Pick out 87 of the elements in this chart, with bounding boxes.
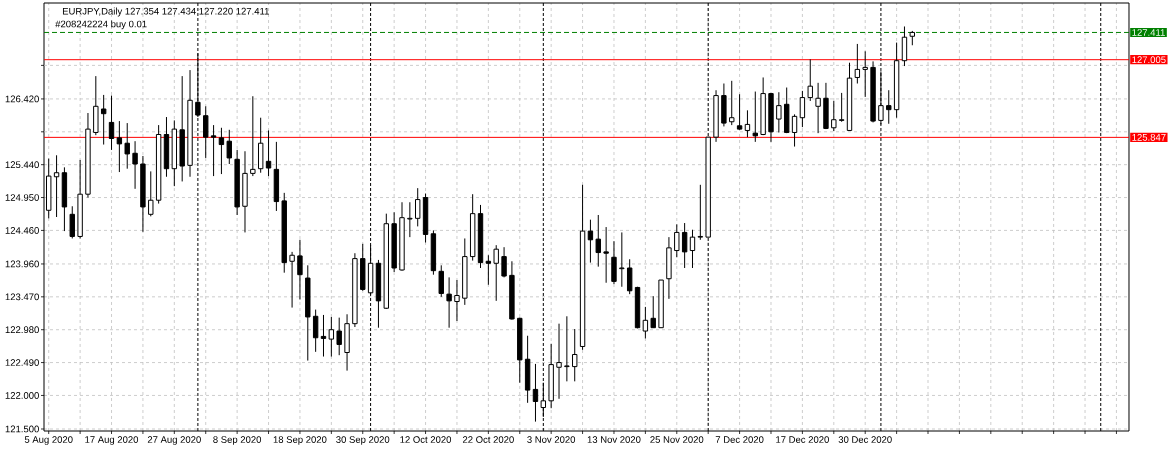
candlestick [642, 306, 649, 339]
candlestick [124, 122, 130, 170]
candlestick [791, 113, 798, 148]
candlestick [854, 43, 861, 84]
ref-line-label: 125.847 [1132, 134, 1166, 141]
candlestick [619, 231, 625, 288]
candlestick [407, 201, 413, 238]
candlestick [100, 94, 107, 146]
y-tick-label: 124.460 [5, 227, 39, 234]
candlestick [108, 95, 115, 151]
candlestick [603, 226, 609, 284]
candlestick [297, 239, 303, 301]
candlestick [250, 95, 256, 177]
candlestick [69, 205, 75, 239]
x-tick-label: 17 Dec 2020 [776, 436, 829, 443]
annotation: #208242224 buy 0.01 [55, 20, 147, 30]
candlestick [838, 92, 845, 123]
x-tick-label: 25 Nov 2020 [650, 436, 704, 443]
candlestick [328, 316, 335, 358]
candlestick [203, 105, 209, 159]
x-tick-label: 5 Aug 2020 [24, 436, 73, 445]
candlestick [415, 187, 421, 227]
x-tick-label: 22 Oct 2020 [462, 436, 514, 443]
candlestick [132, 140, 138, 190]
candlestick [572, 328, 578, 382]
candlestick [556, 323, 562, 400]
candlestick [831, 100, 837, 132]
candlestick [595, 214, 601, 268]
y-tick-label: 126.420 [5, 95, 39, 103]
x-tick-label: 13 Nov 2020 [587, 436, 641, 443]
x-tick-label: 12 Oct 2020 [400, 436, 452, 443]
candlestick [218, 127, 225, 175]
candlestick [148, 170, 154, 217]
x-tick-label: 17 Aug 2020 [85, 436, 139, 445]
candlestick [674, 223, 680, 258]
candlestick [736, 93, 743, 131]
candlestick [265, 129, 272, 177]
candlestick [454, 279, 460, 322]
candlestick [689, 229, 696, 269]
y-tick-label: 122.490 [5, 359, 39, 366]
candlestick [320, 314, 327, 358]
chart-title: EURJPY,Daily 127.354 127.434 127.220 127.411 [62, 7, 269, 17]
candlestick [776, 91, 782, 133]
candlestick [587, 219, 594, 264]
x-tick-label: 3 Nov 2020 [527, 436, 576, 443]
candlestick [336, 317, 342, 356]
x-tick-label: 8 Sep 2020 [213, 436, 262, 445]
candlestick [210, 124, 217, 177]
candlestick [862, 50, 868, 98]
candlestick [564, 315, 570, 382]
x-tick-label: 30 Dec 2020 [838, 436, 892, 443]
candlestick [799, 90, 806, 128]
candlestick [886, 89, 892, 125]
candlestick [650, 295, 656, 329]
x-tick-label: 30 Sep 2020 [336, 436, 390, 445]
candlestick [807, 58, 813, 102]
candlestick [53, 154, 60, 218]
candlestick [446, 276, 452, 329]
candlestick [501, 246, 507, 278]
candlestick [289, 251, 295, 309]
candlestick [901, 25, 908, 67]
candlestick [681, 222, 688, 269]
y-tick-label: 122.000 [5, 392, 39, 399]
candlestick [697, 184, 704, 241]
candlestick [815, 82, 821, 134]
candlestick [744, 109, 751, 138]
ref-line-label: 127.005 [1132, 56, 1166, 64]
candlestick [312, 309, 319, 353]
x-tick-label: 7 Dec 2020 [715, 436, 764, 443]
candlestick [752, 91, 758, 143]
y-tick-label: 125.440 [5, 161, 39, 169]
candlestick [532, 363, 539, 423]
x-tick-label: 27 Aug 2020 [147, 436, 201, 445]
y-tick-label: 123.960 [5, 260, 39, 268]
y-tick-label: 121.500 [5, 425, 39, 433]
candlestick [626, 258, 633, 295]
x-tick-label: 18 Sep 2020 [273, 436, 327, 445]
candlestick [485, 254, 492, 286]
y-tick-label: 123.470 [5, 293, 39, 301]
candlestick [116, 120, 123, 173]
candlestick [226, 129, 232, 165]
candlestick [438, 264, 444, 298]
candlestick [729, 80, 735, 126]
candlestick [493, 244, 499, 302]
y-tick-label: 124.950 [5, 194, 39, 201]
y-tick-label: 122.980 [5, 326, 39, 334]
ref-line-label: 127.411 [1132, 29, 1165, 36]
